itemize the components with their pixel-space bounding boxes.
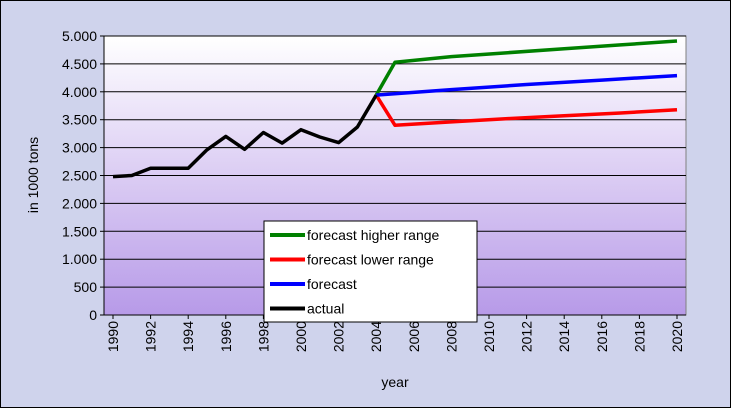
x-tick-label: 2000 (293, 321, 309, 352)
y-tick-label: 2.000 (62, 195, 97, 211)
series-line-forecast (376, 73, 678, 97)
x-tick-label: 2008 (443, 321, 459, 352)
y-tick-label: 500 (74, 279, 98, 295)
x-tick-label: 2004 (368, 321, 384, 352)
series-line-actual (112, 94, 378, 179)
x-tick-label: 2014 (556, 321, 572, 352)
y-tick-label: 3.500 (62, 112, 97, 128)
legend-entry-label: actual (307, 301, 344, 317)
y-axis-ticks: 0 500 1.000 1.500 2.000 2.500 3.000 3.500 4.000 4… (62, 28, 104, 323)
series-line-forecast-lower-range (374, 94, 678, 128)
x-tick-label: 2012 (519, 321, 535, 352)
y-axis-label: in 1000 tons (25, 137, 41, 213)
y-tick-label: 1.000 (62, 251, 97, 267)
y-tick-label: 2.500 (62, 168, 97, 184)
x-tick-label: 2020 (669, 321, 685, 352)
x-tick-label: 2018 (631, 321, 647, 352)
x-tick-label: 1998 (255, 321, 271, 352)
y-tick-label: 3.000 (62, 140, 97, 156)
x-axis-ticks: 1990 1992 1994 1996 1998 2000 2002 2004 2006 2008… (105, 315, 685, 352)
x-tick-label: 2002 (331, 321, 347, 352)
legend-entry-label: forecast higher range (307, 227, 440, 243)
legend-entry-label: forecast (307, 276, 357, 292)
x-tick-label: 1992 (143, 321, 159, 352)
y-tick-label: 5.000 (62, 28, 97, 44)
x-tick-label: 2006 (406, 321, 422, 352)
series-line-forecast-higher-range (374, 39, 678, 96)
x-tick-label: 2016 (594, 321, 610, 352)
legend-box (263, 220, 478, 323)
x-tick-label: 1996 (218, 321, 234, 352)
x-tick-label: 1994 (180, 321, 196, 352)
x-tick-label: 2010 (481, 321, 497, 352)
x-axis-label: year (381, 374, 409, 390)
legend: forecast higher range forecast lower rang… (263, 220, 478, 323)
y-tick-label: 4.500 (62, 56, 97, 72)
legend-entry-label: forecast lower range (307, 252, 434, 268)
x-tick-label: 1990 (105, 321, 121, 352)
y-tick-label: 0 (89, 307, 97, 323)
series-lines (112, 39, 678, 179)
y-tick-label: 1.500 (62, 223, 97, 239)
y-tick-label: 4.000 (62, 84, 97, 100)
